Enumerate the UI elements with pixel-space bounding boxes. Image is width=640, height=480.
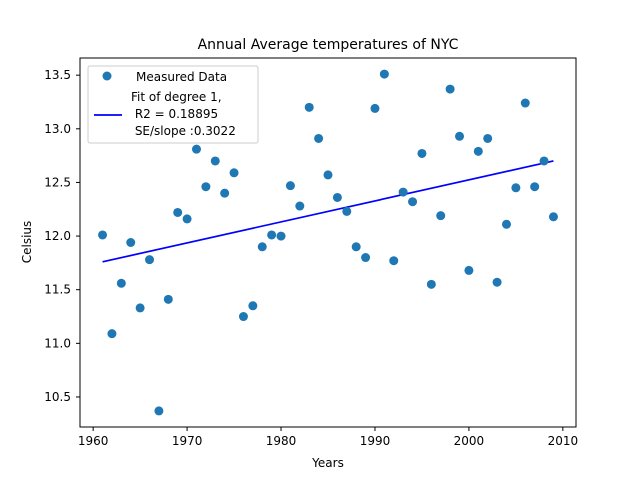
data-point: [295, 201, 305, 211]
data-point: [98, 230, 108, 240]
data-point: [173, 207, 183, 217]
data-point: [417, 148, 427, 158]
x-tick-label: 2010: [548, 434, 579, 448]
fit-line: [102, 160, 554, 263]
x-axis-label: Years: [311, 456, 344, 470]
data-point: [548, 212, 558, 222]
data-point: [436, 211, 446, 221]
x-tick-label: 1960: [78, 434, 109, 448]
y-tick-label: 13.0: [44, 122, 71, 136]
data-point: [455, 131, 465, 141]
data-point: [135, 303, 145, 313]
data-point: [238, 312, 248, 322]
y-tick-label: 12.0: [44, 229, 71, 243]
data-point: [191, 144, 201, 154]
data-point: [530, 182, 540, 192]
data-point: [511, 183, 521, 193]
x-tick-label: 1980: [266, 434, 297, 448]
data-point: [201, 182, 211, 192]
y-tick-label: 13.5: [44, 68, 71, 82]
data-point: [276, 231, 286, 241]
legend-box: [87, 65, 259, 144]
data-point: [332, 192, 342, 202]
legend-scatter-marker: [102, 71, 112, 81]
data-point: [248, 301, 258, 311]
data-point: [351, 242, 361, 252]
data-point: [342, 206, 352, 216]
data-point: [304, 102, 314, 112]
data-point: [107, 329, 117, 339]
data-point: [379, 69, 389, 79]
y-axis-label: Celsius: [20, 221, 34, 264]
data-point: [314, 133, 324, 143]
y-tick-label: 12.5: [44, 175, 71, 189]
y-tick-label: 11.0: [44, 336, 71, 350]
data-point: [126, 238, 136, 247]
x-tick-label: 2000: [454, 434, 485, 448]
data-point: [285, 181, 295, 191]
data-point: [182, 214, 192, 224]
data-point: [501, 219, 511, 229]
x-tick-label: 1990: [360, 434, 391, 448]
data-point: [483, 133, 493, 143]
x-axis: 1960 1970 1980 1990 2000 2010: [78, 427, 578, 448]
data-point: [361, 253, 371, 263]
legend-label-fit-line-3: SE/slope :0.3022: [131, 124, 236, 138]
data-point: [398, 187, 408, 197]
data-point: [492, 277, 502, 287]
legend: Measured Data Fit of degree 1, R2 = 0.18…: [87, 65, 259, 144]
y-tick-label: 10.5: [44, 390, 71, 404]
data-point: [520, 98, 530, 108]
data-point: [539, 156, 549, 166]
data-point: [473, 146, 483, 156]
data-point: [370, 103, 380, 113]
data-point: [145, 255, 155, 265]
data-point: [389, 256, 399, 266]
scatter-point-layer: [98, 69, 558, 416]
y-axis: 10.5 11.0 11.5 12.0 12.5 13.0 13.5: [44, 68, 80, 404]
data-point: [267, 230, 277, 240]
chart-title: Annual Average temperatures of NYC: [198, 37, 459, 53]
fit-line-layer: [102, 160, 554, 263]
plot-frame: [79, 57, 577, 428]
data-point: [323, 170, 333, 180]
data-point: [116, 278, 126, 288]
data-point: [154, 406, 164, 416]
legend-label-measured-data: Measured Data: [136, 70, 227, 84]
data-point: [408, 197, 418, 207]
data-point: [220, 188, 230, 198]
data-point: [163, 294, 173, 304]
data-point: [229, 168, 239, 178]
legend-label-fit-line-2: R2 = 0.18895: [131, 107, 218, 121]
data-point: [464, 265, 474, 275]
y-tick-label: 11.5: [44, 283, 71, 297]
legend-label-fit-line-1: Fit of degree 1,: [131, 90, 222, 104]
data-point: [426, 279, 436, 289]
data-point: [257, 242, 267, 252]
plot-area: [79, 57, 577, 428]
data-point: [210, 156, 220, 166]
data-point: [445, 84, 455, 94]
x-tick-label: 1970: [172, 434, 203, 448]
